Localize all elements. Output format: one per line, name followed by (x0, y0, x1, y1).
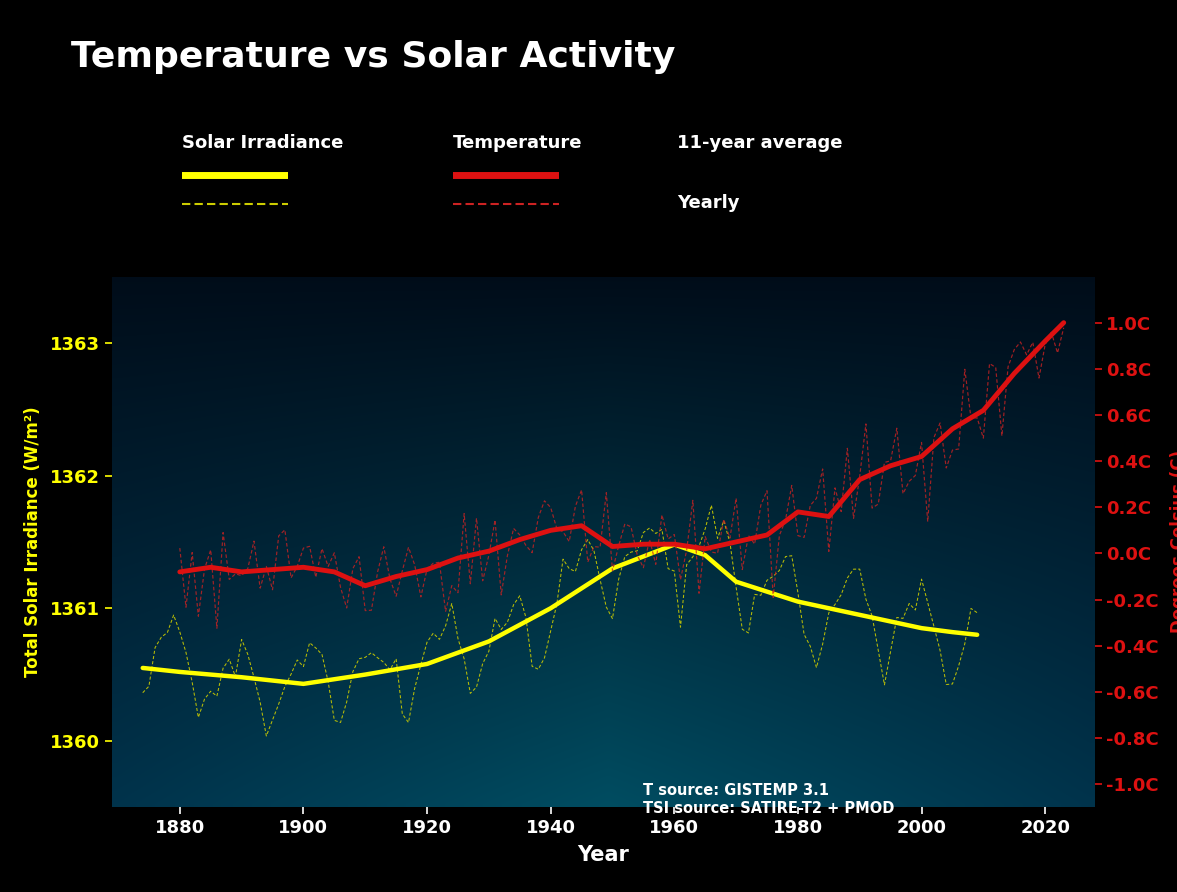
Text: 11-year average: 11-year average (677, 134, 843, 152)
Text: T source: GISTEMP 3.1
TSI source: SATIRE-T2 + PMOD: T source: GISTEMP 3.1 TSI source: SATIRE… (644, 783, 895, 816)
Y-axis label: Total Solar Irradiance (W/m²): Total Solar Irradiance (W/m²) (24, 407, 41, 677)
X-axis label: Year: Year (577, 846, 630, 865)
Text: Solar Irradiance: Solar Irradiance (182, 134, 344, 152)
Text: Temperature vs Solar Activity: Temperature vs Solar Activity (71, 40, 674, 74)
Y-axis label: Degrees Celsius (C): Degrees Celsius (C) (1170, 450, 1177, 633)
Text: Temperature: Temperature (453, 134, 583, 152)
Text: Yearly: Yearly (677, 194, 739, 212)
